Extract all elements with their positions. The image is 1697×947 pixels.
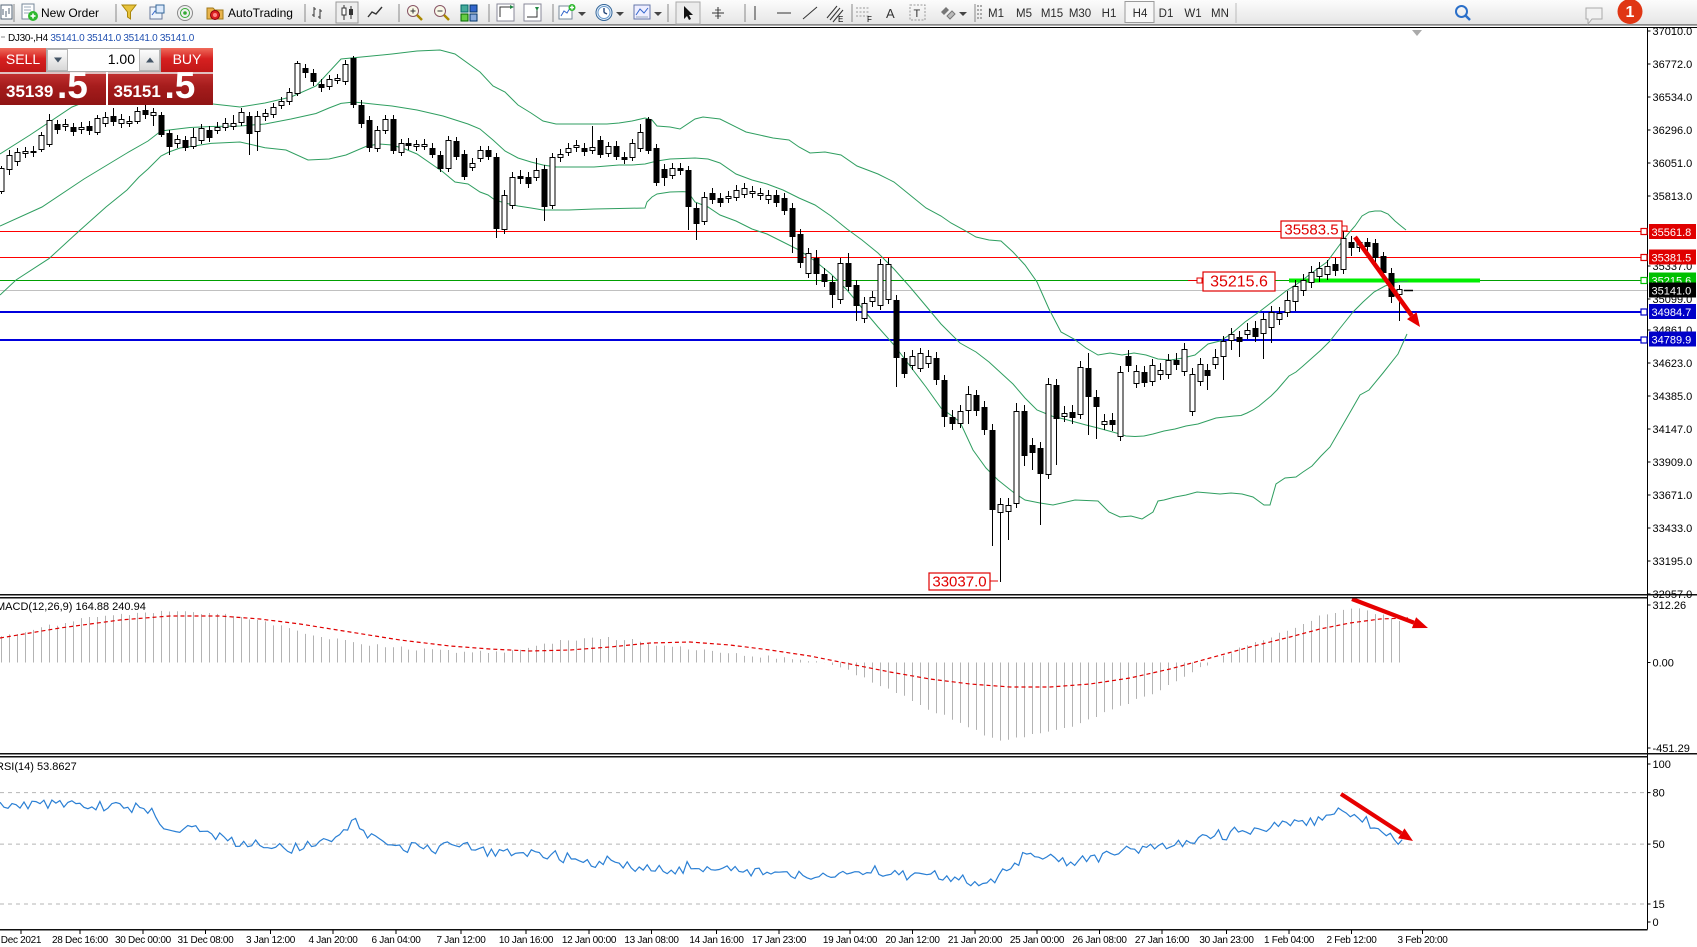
svg-text:37010.0: 37010.0 xyxy=(1653,26,1693,38)
svg-text:-451.29: -451.29 xyxy=(1653,743,1690,755)
svg-text:19 Jan 04:00: 19 Jan 04:00 xyxy=(823,935,878,946)
svg-text:32957.0: 32957.0 xyxy=(1653,589,1693,601)
svg-text:F: F xyxy=(867,15,872,24)
svg-text:35381.5: 35381.5 xyxy=(1652,253,1692,265)
svg-text:50: 50 xyxy=(1653,839,1665,851)
svg-text:34984.7: 34984.7 xyxy=(1652,307,1692,319)
svg-text:33195.0: 33195.0 xyxy=(1653,556,1693,568)
svg-text:36051.0: 36051.0 xyxy=(1653,158,1693,170)
svg-text:100: 100 xyxy=(1653,759,1671,771)
svg-text:M1: M1 xyxy=(988,8,1004,20)
svg-text:14 Jan 16:00: 14 Jan 16:00 xyxy=(689,935,744,946)
svg-text:6 Jan 04:00: 6 Jan 04:00 xyxy=(372,935,422,946)
svg-text:AutoTrading: AutoTrading xyxy=(228,6,293,20)
svg-text:D1: D1 xyxy=(1159,8,1174,20)
svg-text:20 Jan 12:00: 20 Jan 12:00 xyxy=(885,935,940,946)
svg-text:36296.0: 36296.0 xyxy=(1653,125,1693,137)
svg-text:28 Dec 16:00: 28 Dec 16:00 xyxy=(52,935,109,946)
svg-text:31 Dec 08:00: 31 Dec 08:00 xyxy=(178,935,235,946)
svg-text:34623.0: 34623.0 xyxy=(1653,358,1693,370)
svg-text:DJ30-,H4 35141.0 35141.0 3514: DJ30-,H4 35141.0 35141.0 35141.0 35141.0 xyxy=(8,33,195,44)
svg-text:36772.0: 36772.0 xyxy=(1653,59,1693,71)
svg-text:2 Feb 12:00: 2 Feb 12:00 xyxy=(1326,935,1377,946)
svg-text:0.00: 0.00 xyxy=(1653,658,1674,670)
svg-text:A: A xyxy=(886,6,895,21)
svg-text:1 Feb 04:00: 1 Feb 04:00 xyxy=(1264,935,1315,946)
svg-text:27 Jan 16:00: 27 Jan 16:00 xyxy=(1135,935,1190,946)
svg-text:MN: MN xyxy=(1211,8,1229,20)
svg-text:10 Jan 16:00: 10 Jan 16:00 xyxy=(499,935,554,946)
svg-text:35813.0: 35813.0 xyxy=(1653,191,1693,203)
svg-text:35561.8: 35561.8 xyxy=(1652,227,1692,239)
svg-text:36534.0: 36534.0 xyxy=(1653,92,1693,104)
svg-text:35583.5: 35583.5 xyxy=(1284,222,1338,239)
svg-text:Dec 2021: Dec 2021 xyxy=(1,935,42,946)
svg-text:0: 0 xyxy=(1653,917,1659,929)
svg-text:17 Jan 23:00: 17 Jan 23:00 xyxy=(752,935,807,946)
svg-text:3 Jan 12:00: 3 Jan 12:00 xyxy=(246,935,296,946)
svg-text:M30: M30 xyxy=(1069,8,1091,20)
svg-text:MACD(12,26,9) 164.88 240.94: MACD(12,26,9) 164.88 240.94 xyxy=(0,601,146,613)
svg-text:RSI(14) 53.8627: RSI(14) 53.8627 xyxy=(0,761,77,773)
svg-text:21 Jan 20:00: 21 Jan 20:00 xyxy=(948,935,1003,946)
svg-text:34789.9: 34789.9 xyxy=(1652,335,1692,347)
svg-text:E: E xyxy=(838,15,843,24)
svg-text:34147.0: 34147.0 xyxy=(1653,424,1693,436)
svg-text:H4: H4 xyxy=(1133,8,1148,20)
svg-text:3 Feb 20:00: 3 Feb 20:00 xyxy=(1397,935,1448,946)
svg-text:33671.0: 33671.0 xyxy=(1653,490,1693,502)
svg-text:H1: H1 xyxy=(1102,8,1117,20)
svg-text:26 Jan 08:00: 26 Jan 08:00 xyxy=(1072,935,1127,946)
svg-text:30 Dec 00:00: 30 Dec 00:00 xyxy=(115,935,172,946)
svg-text:30 Jan 23:00: 30 Jan 23:00 xyxy=(1199,935,1254,946)
svg-text:35141.0: 35141.0 xyxy=(1652,286,1692,298)
svg-text:33909.0: 33909.0 xyxy=(1653,457,1693,469)
svg-text:33037.0: 33037.0 xyxy=(932,574,986,591)
svg-text:M15: M15 xyxy=(1041,8,1063,20)
svg-text:33433.0: 33433.0 xyxy=(1653,523,1693,535)
svg-text:7 Jan 12:00: 7 Jan 12:00 xyxy=(437,935,487,946)
svg-text:35215.6: 35215.6 xyxy=(1210,274,1268,291)
svg-text:25 Jan 00:00: 25 Jan 00:00 xyxy=(1010,935,1065,946)
svg-text:1: 1 xyxy=(1626,4,1635,21)
svg-text:34385.0: 34385.0 xyxy=(1653,391,1693,403)
svg-text:New Order: New Order xyxy=(41,6,99,20)
svg-text:W1: W1 xyxy=(1184,8,1201,20)
svg-text:4 Jan 20:00: 4 Jan 20:00 xyxy=(309,935,359,946)
svg-text:M5: M5 xyxy=(1016,8,1032,20)
svg-text:T: T xyxy=(914,8,921,20)
svg-text:15: 15 xyxy=(1653,899,1665,911)
svg-text:13 Jan 08:00: 13 Jan 08:00 xyxy=(624,935,679,946)
svg-text:312.26: 312.26 xyxy=(1653,600,1687,612)
svg-text:80: 80 xyxy=(1653,788,1665,800)
svg-text:12 Jan 00:00: 12 Jan 00:00 xyxy=(562,935,617,946)
